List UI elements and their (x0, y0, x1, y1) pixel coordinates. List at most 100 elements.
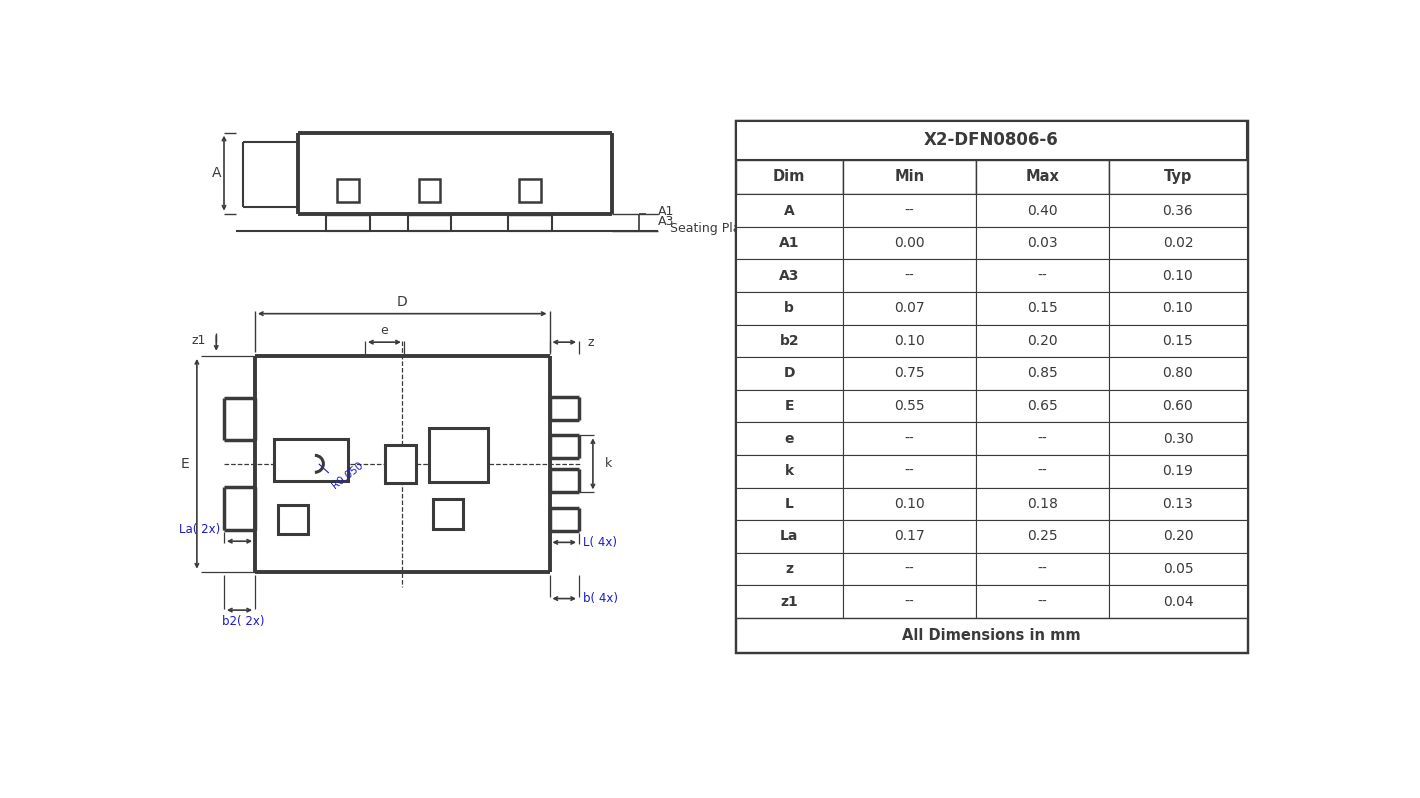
Text: --: -- (1038, 269, 1048, 282)
Bar (1109, 358, 1247, 389)
Text: La: La (780, 529, 798, 543)
Bar (1109, 227, 1247, 259)
Bar (433, 500, 463, 528)
Text: b( 4x): b( 4x) (582, 592, 618, 605)
Text: 0.04: 0.04 (1163, 595, 1193, 609)
Bar (736, 422, 843, 455)
Text: 0.19: 0.19 (1163, 464, 1193, 478)
Text: b: b (784, 302, 794, 315)
Text: 0.02: 0.02 (1163, 236, 1193, 251)
Bar (736, 520, 843, 553)
Text: A: A (784, 203, 795, 218)
Bar (976, 160, 1109, 195)
Bar (736, 121, 1247, 653)
Text: A1: A1 (780, 236, 799, 251)
Text: 0.13: 0.13 (1163, 497, 1193, 511)
Text: 0.25: 0.25 (1027, 529, 1058, 543)
Bar (736, 325, 843, 358)
Text: All Dimensions in mm: All Dimensions in mm (902, 628, 1081, 642)
Text: --: -- (905, 562, 914, 576)
Text: --: -- (1038, 464, 1048, 478)
Text: L( 4x): L( 4x) (582, 536, 616, 549)
Bar (976, 455, 1109, 488)
Text: 0.10: 0.10 (1163, 269, 1193, 282)
Text: 0.03: 0.03 (1027, 236, 1058, 251)
Bar (843, 488, 976, 520)
Bar (976, 195, 1109, 227)
Text: 0.85: 0.85 (1027, 366, 1058, 381)
Text: 0.20: 0.20 (1163, 529, 1193, 543)
Text: 0.05: 0.05 (1163, 562, 1193, 576)
Bar (736, 358, 843, 389)
Bar (736, 488, 843, 520)
Bar (736, 389, 843, 422)
Text: 0.15: 0.15 (1163, 334, 1193, 348)
Bar (976, 227, 1109, 259)
Text: 0.00: 0.00 (895, 236, 924, 251)
Bar (1109, 488, 1247, 520)
Text: 0.10: 0.10 (895, 497, 924, 511)
Text: z: z (785, 562, 794, 576)
Bar (1109, 325, 1247, 358)
Bar (843, 553, 976, 585)
Text: A3: A3 (657, 215, 674, 227)
Bar (843, 292, 976, 325)
Bar (843, 227, 976, 259)
Text: Seating Plane: Seating Plane (670, 222, 755, 235)
Text: e: e (381, 324, 388, 337)
Text: 0.60: 0.60 (1163, 399, 1193, 413)
Text: k: k (605, 457, 612, 470)
Text: 0.80: 0.80 (1163, 366, 1193, 381)
Bar (976, 325, 1109, 358)
Text: --: -- (905, 595, 914, 609)
Bar (1109, 585, 1247, 618)
Text: --: -- (1038, 562, 1048, 576)
Bar (843, 455, 976, 488)
Bar (1109, 259, 1247, 292)
Text: --: -- (905, 464, 914, 478)
Bar (1109, 553, 1247, 585)
Text: E: E (180, 456, 190, 471)
Bar (976, 358, 1109, 389)
Bar (976, 520, 1109, 553)
Bar (736, 455, 843, 488)
Text: --: -- (905, 269, 914, 282)
Bar (736, 195, 843, 227)
Bar (736, 259, 843, 292)
Bar (1109, 195, 1247, 227)
Bar (520, 179, 541, 202)
Text: R0.050: R0.050 (331, 460, 365, 491)
Bar (736, 160, 843, 195)
Bar (736, 292, 843, 325)
Bar (976, 553, 1109, 585)
Bar (843, 520, 976, 553)
Bar (1109, 160, 1247, 195)
Bar (843, 259, 976, 292)
Text: D: D (396, 295, 408, 309)
Text: La( 2x): La( 2x) (179, 523, 220, 536)
Text: 0.07: 0.07 (895, 302, 924, 315)
Bar (976, 585, 1109, 618)
Text: A1: A1 (657, 205, 674, 218)
Bar (419, 179, 440, 202)
Text: 0.15: 0.15 (1027, 302, 1058, 315)
Bar (1109, 292, 1247, 325)
Bar (843, 195, 976, 227)
Text: D: D (784, 366, 795, 381)
Bar (843, 358, 976, 389)
Text: E: E (784, 399, 794, 413)
Text: b2: b2 (780, 334, 799, 348)
Bar (843, 389, 976, 422)
Text: --: -- (1038, 432, 1048, 445)
Text: 0.10: 0.10 (1163, 302, 1193, 315)
Bar (976, 422, 1109, 455)
Text: 0.55: 0.55 (895, 399, 924, 413)
Bar (1109, 520, 1247, 553)
Bar (385, 444, 416, 483)
Text: z1: z1 (781, 595, 798, 609)
Text: Min: Min (895, 169, 924, 184)
Bar (843, 422, 976, 455)
Bar (429, 428, 487, 481)
Bar (1109, 389, 1247, 422)
Bar (843, 325, 976, 358)
